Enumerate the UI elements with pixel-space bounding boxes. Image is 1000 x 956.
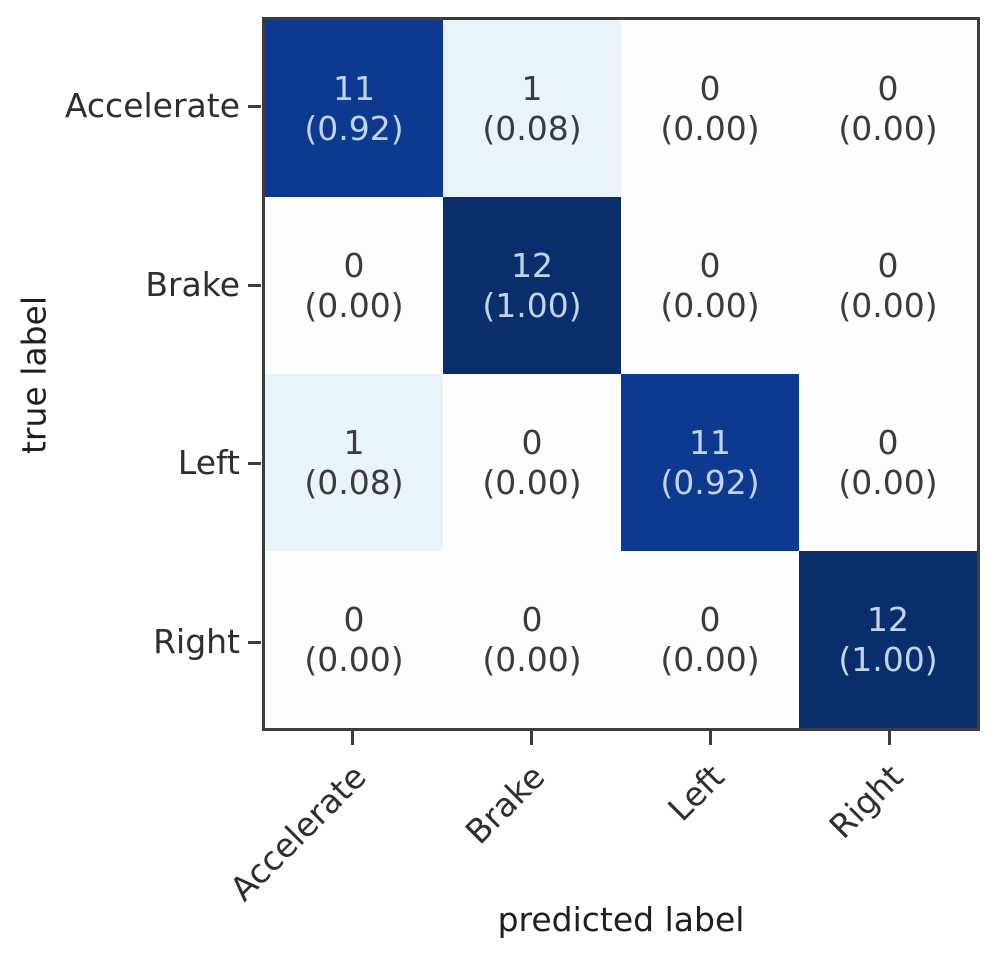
cell-proportion: (0.00): [838, 108, 938, 148]
cell-proportion: (0.00): [660, 639, 760, 679]
cell-count: 0: [877, 422, 899, 462]
cell-proportion: (0.00): [660, 285, 760, 325]
cell-brake-left: 0 (0.00): [621, 197, 799, 374]
cell-proportion: (0.00): [838, 285, 938, 325]
cell-brake-accelerate: 0 (0.00): [265, 197, 443, 374]
cell-proportion: (0.00): [482, 639, 582, 679]
matrix-plot-area: 11 (0.92) 1 (0.08) 0 (0.00) 0 (0.00) 0 (…: [262, 17, 980, 731]
cell-proportion: (1.00): [838, 639, 938, 679]
cell-count: 12: [867, 599, 909, 639]
cell-proportion: (0.92): [304, 108, 404, 148]
cell-count: 0: [877, 68, 899, 108]
cell-count: 1: [521, 68, 543, 108]
cell-count: 0: [343, 245, 365, 285]
cell-right-accelerate: 0 (0.00): [265, 551, 443, 728]
x-tick-mark: [888, 731, 891, 745]
y-tick-mark: [248, 462, 261, 465]
y-tick-label-accelerate: Accelerate: [64, 86, 240, 125]
cell-count: 0: [343, 599, 365, 639]
cell-accelerate-accelerate: 11 (0.92): [265, 20, 443, 197]
x-tick-label-accelerate: Accelerate: [222, 757, 374, 909]
cell-count: 0: [877, 245, 899, 285]
cell-brake-right: 0 (0.00): [799, 197, 977, 374]
x-tick-mark: [709, 731, 712, 745]
cell-right-left: 0 (0.00): [621, 551, 799, 728]
x-axis-title: predicted label: [497, 900, 745, 939]
cell-brake-brake: 12 (1.00): [443, 197, 621, 374]
cell-right-right: 12 (1.00): [799, 551, 977, 728]
cell-accelerate-brake: 1 (0.08): [443, 20, 621, 197]
cell-right-brake: 0 (0.00): [443, 551, 621, 728]
cell-left-accelerate: 1 (0.08): [265, 374, 443, 551]
y-tick-label-brake: Brake: [145, 265, 240, 304]
cell-proportion: (0.08): [482, 108, 582, 148]
y-tick-label-right: Right: [153, 622, 240, 661]
cell-proportion: (0.00): [304, 639, 404, 679]
cell-accelerate-left: 0 (0.00): [621, 20, 799, 197]
cell-left-right: 0 (0.00): [799, 374, 977, 551]
x-tick-label-brake: Brake: [458, 757, 553, 852]
cell-count: 11: [333, 68, 375, 108]
cell-proportion: (1.00): [482, 285, 582, 325]
cell-proportion: (0.00): [660, 108, 760, 148]
cell-left-brake: 0 (0.00): [443, 374, 621, 551]
cell-count: 0: [699, 245, 721, 285]
cell-count: 0: [521, 422, 543, 462]
x-tick-label-left: Left: [660, 757, 732, 829]
x-tick-mark: [351, 731, 354, 745]
y-tick-mark: [248, 284, 261, 287]
cell-proportion: (0.08): [304, 462, 404, 502]
x-tick-mark: [530, 731, 533, 745]
cell-count: 0: [699, 68, 721, 108]
y-axis-title: true label: [14, 295, 54, 455]
cell-count: 11: [689, 422, 731, 462]
cell-accelerate-right: 0 (0.00): [799, 20, 977, 197]
y-tick-mark: [248, 105, 261, 108]
cell-count: 1: [343, 422, 365, 462]
cell-proportion: (0.00): [838, 462, 938, 502]
y-tick-label-left: Left: [177, 443, 240, 482]
cell-left-left: 11 (0.92): [621, 374, 799, 551]
cell-proportion: (0.00): [304, 285, 404, 325]
x-tick-label-right: Right: [821, 757, 911, 847]
cell-count: 12: [511, 245, 553, 285]
cell-proportion: (0.00): [482, 462, 582, 502]
cell-proportion: (0.92): [660, 462, 760, 502]
cell-count: 0: [521, 599, 543, 639]
y-tick-mark: [248, 641, 261, 644]
cell-count: 0: [699, 599, 721, 639]
